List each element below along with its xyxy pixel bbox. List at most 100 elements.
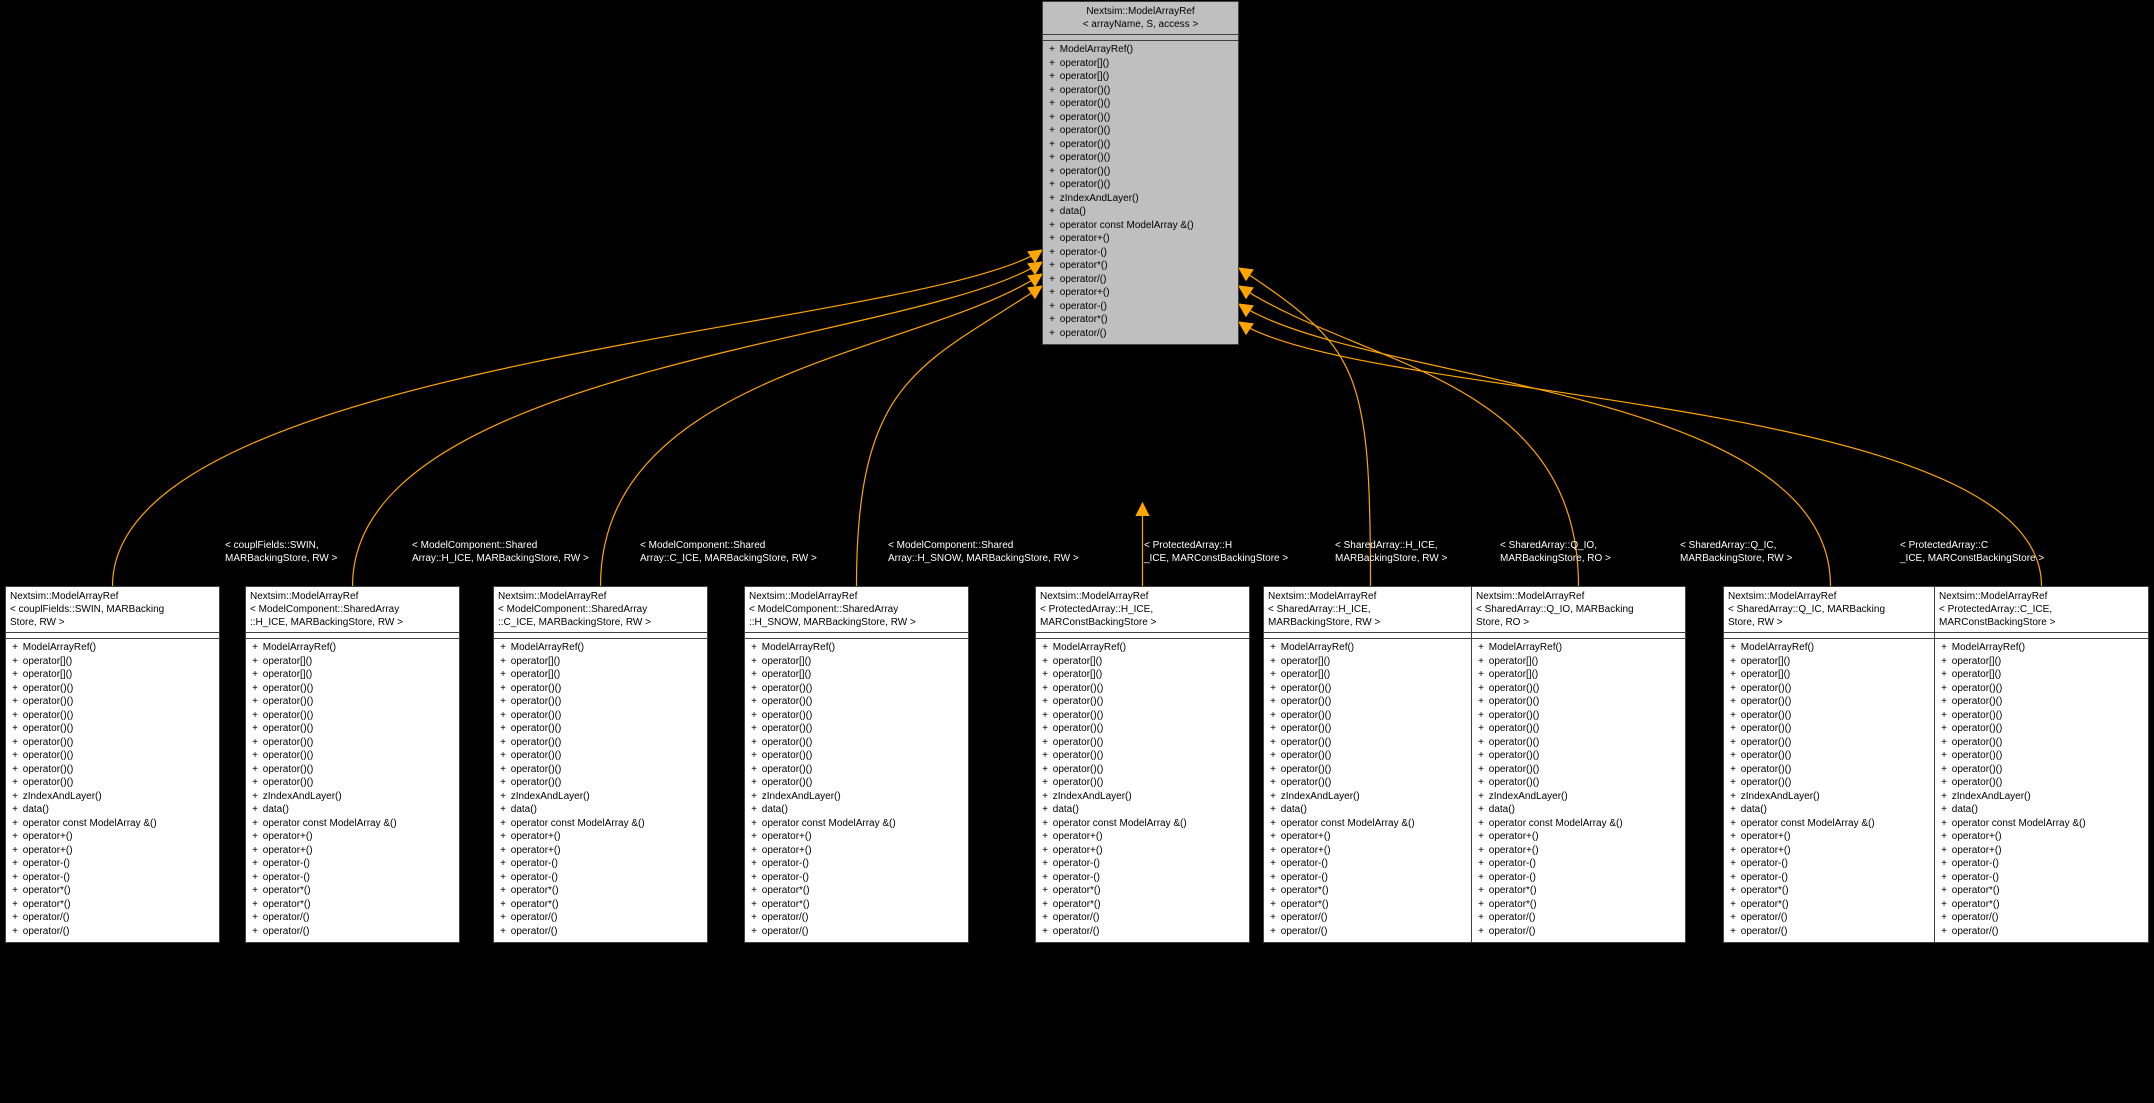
uml-member: + operator()() bbox=[1476, 763, 1681, 777]
uml-member: + operator*() bbox=[250, 898, 455, 912]
uml-member: + ModelArrayRef() bbox=[1476, 641, 1681, 655]
uml-member: + operator-() bbox=[498, 857, 703, 871]
uml-member: + operator+() bbox=[1728, 830, 1933, 844]
title-line: MARConstBackingStore > bbox=[1939, 616, 2144, 629]
uml-member: + operator-() bbox=[1268, 857, 1473, 871]
uml-member: + data() bbox=[1040, 803, 1245, 817]
title-line: MARBackingStore, RW > bbox=[1268, 616, 1473, 629]
uml-member: + operator[]() bbox=[10, 668, 215, 682]
uml-member: + operator const ModelArray &() bbox=[1939, 817, 2144, 831]
uml-members: + ModelArrayRef()+ operator[]()+ operato… bbox=[1472, 639, 1685, 942]
title-line: Nextsim::ModelArrayRef bbox=[1728, 590, 1933, 603]
title-line: Nextsim::ModelArrayRef bbox=[498, 590, 703, 603]
uml-member: + operator-() bbox=[250, 871, 455, 885]
uml-member: + operator()() bbox=[1268, 722, 1473, 736]
uml-member: + operator*() bbox=[1040, 884, 1245, 898]
uml-member: + operator*() bbox=[1047, 259, 1234, 273]
uml-member: + operator()() bbox=[1728, 736, 1933, 750]
uml-class-child: Nextsim::ModelArrayRef< ProtectedArray::… bbox=[1035, 586, 1250, 943]
uml-member: + operator()() bbox=[498, 763, 703, 777]
uml-member: + zIndexAndLayer() bbox=[1939, 790, 2144, 804]
uml-member: + zIndexAndLayer() bbox=[1040, 790, 1245, 804]
uml-member: + operator()() bbox=[749, 722, 964, 736]
uml-member: + operator*() bbox=[1040, 898, 1245, 912]
uml-member: + operator[]() bbox=[1728, 655, 1933, 669]
uml-member: + operator-() bbox=[498, 871, 703, 885]
uml-member: + operator-() bbox=[1939, 871, 2144, 885]
uml-member: + operator+() bbox=[498, 844, 703, 858]
uml-member: + operator()() bbox=[1047, 165, 1234, 179]
uml-member: + operator-() bbox=[1476, 871, 1681, 885]
title-line: Nextsim::ModelArrayRef bbox=[749, 590, 964, 603]
uml-member: + operator/() bbox=[1268, 911, 1473, 925]
uml-member: + operator+() bbox=[1047, 232, 1234, 246]
uml-member: + operator*() bbox=[1268, 884, 1473, 898]
uml-member: + operator*() bbox=[1939, 898, 2144, 912]
edge-label: < ModelComponent::SharedArray::C_ICE, MA… bbox=[640, 540, 817, 565]
uml-member: + operator const ModelArray &() bbox=[1268, 817, 1473, 831]
uml-member: + operator()() bbox=[1040, 695, 1245, 709]
uml-member: + operator()() bbox=[1476, 709, 1681, 723]
uml-member: + operator()() bbox=[1939, 695, 2144, 709]
uml-member: + operator[]() bbox=[749, 668, 964, 682]
uml-member: + operator()() bbox=[749, 749, 964, 763]
uml-members: + ModelArrayRef()+ operator[]()+ operato… bbox=[6, 639, 219, 942]
uml-members: + ModelArrayRef()+ operator[]()+ operato… bbox=[1264, 639, 1477, 942]
title-line: < couplFields::SWIN, MARBacking bbox=[10, 603, 215, 616]
uml-member: + operator()() bbox=[10, 709, 215, 723]
uml-member: + operator[]() bbox=[1047, 57, 1234, 71]
uml-member: + operator()() bbox=[1728, 763, 1933, 777]
uml-class-child: Nextsim::ModelArrayRef< SharedArray::Q_I… bbox=[1723, 586, 1938, 943]
uml-member: + operator const ModelArray &() bbox=[1047, 219, 1234, 233]
title-line: < SharedArray::H_ICE, bbox=[1268, 603, 1473, 616]
uml-member: + operator[]() bbox=[1040, 668, 1245, 682]
uml-member: + operator/() bbox=[1047, 327, 1234, 341]
uml-member: + operator*() bbox=[498, 884, 703, 898]
title-line: < SharedArray::Q_IO, MARBacking bbox=[1476, 603, 1681, 616]
uml-member: + operator()() bbox=[1939, 709, 2144, 723]
uml-member: + operator const ModelArray &() bbox=[10, 817, 215, 831]
title-line: Nextsim::ModelArrayRef bbox=[1047, 5, 1234, 18]
uml-member: + operator()() bbox=[1040, 682, 1245, 696]
uml-member: + operator[]() bbox=[1040, 655, 1245, 669]
uml-member: + operator[]() bbox=[1268, 668, 1473, 682]
uml-member: + operator*() bbox=[498, 898, 703, 912]
uml-member: + operator*() bbox=[1728, 898, 1933, 912]
uml-member: + operator()() bbox=[498, 749, 703, 763]
uml-member: + data() bbox=[1476, 803, 1681, 817]
uml-members: + ModelArrayRef()+ operator[]()+ operato… bbox=[1036, 639, 1249, 942]
uml-member: + operator+() bbox=[749, 844, 964, 858]
uml-member: + operator/() bbox=[1939, 925, 2144, 939]
uml-member: + operator+() bbox=[1476, 844, 1681, 858]
uml-member: + operator/() bbox=[749, 911, 964, 925]
uml-member: + operator()() bbox=[10, 736, 215, 750]
uml-class-title: Nextsim::ModelArrayRef< ProtectedArray::… bbox=[1036, 587, 1249, 633]
uml-member: + operator()() bbox=[749, 709, 964, 723]
uml-member: + operator-() bbox=[1040, 871, 1245, 885]
uml-member: + operator()() bbox=[749, 736, 964, 750]
uml-member: + operator()() bbox=[250, 776, 455, 790]
uml-member: + operator()() bbox=[498, 722, 703, 736]
uml-member: + operator+() bbox=[10, 830, 215, 844]
uml-class-title: Nextsim::ModelArrayRef< SharedArray::H_I… bbox=[1264, 587, 1477, 633]
uml-member: + operator()() bbox=[498, 695, 703, 709]
uml-member: + operator()() bbox=[1268, 776, 1473, 790]
uml-member: + operator()() bbox=[749, 695, 964, 709]
uml-member: + operator[]() bbox=[1939, 668, 2144, 682]
uml-member: + operator-() bbox=[1040, 857, 1245, 871]
uml-member: + operator()() bbox=[1040, 736, 1245, 750]
uml-member: + operator[]() bbox=[498, 668, 703, 682]
uml-member: + operator()() bbox=[1728, 776, 1933, 790]
uml-member: + operator()() bbox=[1939, 776, 2144, 790]
uml-member: + data() bbox=[1939, 803, 2144, 817]
uml-member: + operator[]() bbox=[1268, 655, 1473, 669]
uml-member: + operator()() bbox=[1939, 736, 2144, 750]
uml-member: + operator()() bbox=[1268, 749, 1473, 763]
uml-member: + ModelArrayRef() bbox=[498, 641, 703, 655]
uml-member: + zIndexAndLayer() bbox=[1268, 790, 1473, 804]
uml-member: + operator()() bbox=[1040, 763, 1245, 777]
uml-member: + operator const ModelArray &() bbox=[1476, 817, 1681, 831]
edge-label: < ModelComponent::SharedArray::H_SNOW, M… bbox=[888, 540, 1079, 565]
uml-member: + operator[]() bbox=[250, 668, 455, 682]
uml-member: + operator*() bbox=[749, 898, 964, 912]
